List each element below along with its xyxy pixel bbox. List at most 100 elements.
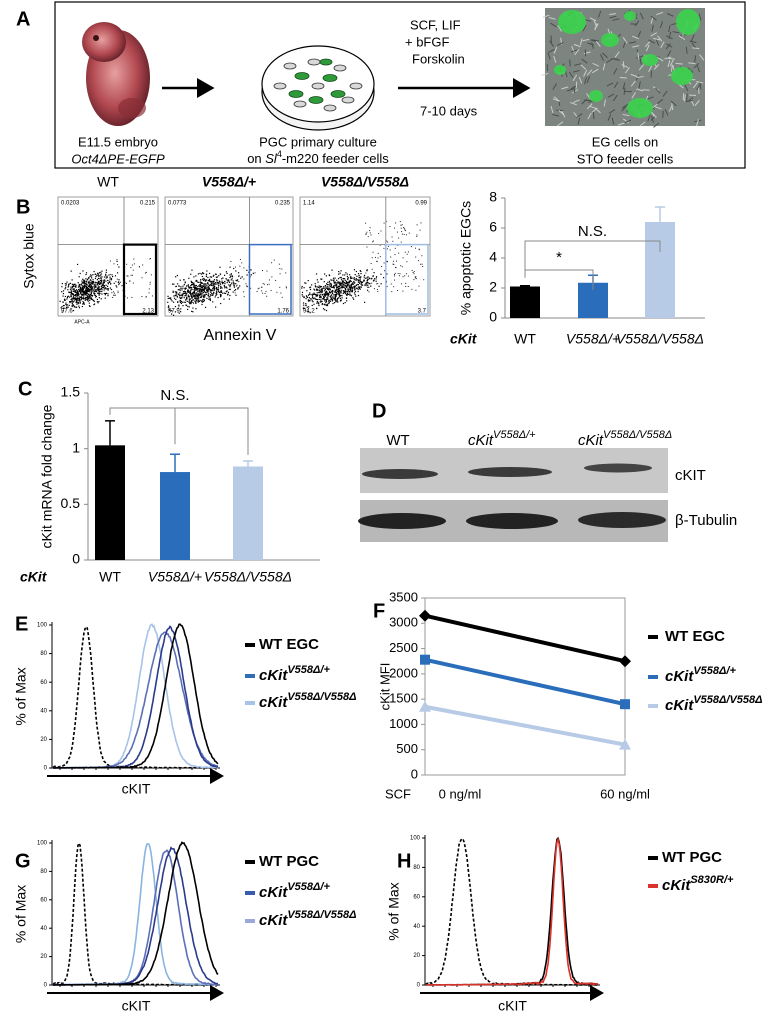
flow-event — [209, 276, 211, 278]
flow-event — [198, 290, 200, 292]
texture — [609, 13, 617, 15]
flow-event — [110, 279, 112, 281]
flow-event — [68, 283, 70, 286]
flow-event — [100, 288, 102, 290]
flow-event — [230, 275, 232, 278]
texture — [592, 111, 595, 120]
flow-event — [110, 277, 112, 280]
flow-event — [342, 292, 344, 295]
flow-event — [86, 280, 88, 282]
flow-event — [357, 284, 359, 286]
flow-event — [218, 275, 220, 277]
lane-name: cKit — [578, 432, 604, 449]
flow-event — [400, 227, 402, 229]
lane-label: WT — [386, 432, 409, 449]
flow-event — [92, 286, 94, 288]
flow-event — [174, 311, 177, 313]
flow-event — [366, 289, 369, 291]
x-prefix: SCF — [385, 786, 411, 801]
flow-event — [353, 286, 356, 288]
flow-event — [196, 287, 198, 289]
flow-event — [76, 297, 78, 299]
flow-event — [243, 296, 245, 298]
flow-event — [116, 259, 118, 261]
flow-event — [78, 305, 80, 307]
flow-event — [62, 307, 64, 309]
flow-event — [121, 285, 123, 287]
flow-event — [187, 289, 189, 291]
flow-event — [309, 288, 312, 291]
flow-event — [76, 263, 79, 266]
flow-event — [81, 305, 84, 308]
flow-event — [359, 286, 361, 288]
flow-event — [322, 308, 325, 310]
flow-event — [83, 303, 85, 305]
flow-event — [342, 281, 344, 283]
flow-event — [340, 283, 342, 285]
flow-event — [190, 289, 192, 292]
flow-event — [65, 302, 67, 304]
flow-event — [172, 291, 174, 293]
flow-event — [268, 283, 270, 285]
flow-event — [184, 281, 186, 283]
flow-event — [106, 285, 109, 288]
flow-event — [83, 301, 85, 304]
quadrant-value: 0.99 — [415, 201, 427, 207]
flow-event — [86, 289, 89, 291]
flow-event — [198, 300, 200, 302]
flow-event — [346, 300, 348, 302]
label-main: cKit — [665, 668, 694, 685]
flow-event — [245, 283, 247, 285]
flow-event — [76, 291, 79, 293]
flow-event — [179, 296, 181, 298]
label-sup: V558Δ/V558Δ — [693, 694, 762, 706]
flow-event — [241, 276, 243, 278]
annotation: N.S. — [160, 387, 189, 404]
flow-event — [415, 276, 417, 278]
flow-event — [379, 256, 381, 258]
flow-event — [354, 290, 357, 293]
flow-event — [176, 296, 178, 298]
flow-event — [177, 293, 179, 295]
flow-event — [109, 281, 111, 283]
flow-event — [349, 294, 352, 296]
flow-event — [257, 288, 259, 290]
flow-event — [206, 283, 208, 285]
flow-event — [210, 284, 212, 286]
flow-event — [321, 303, 324, 305]
flow-event — [231, 276, 234, 278]
texture — [684, 84, 689, 92]
flow-event — [175, 294, 177, 296]
condition: 7-10 days — [420, 103, 478, 118]
flow-event — [393, 274, 395, 276]
flow-event — [364, 284, 366, 286]
flow-event — [89, 299, 91, 301]
flow-event — [327, 294, 329, 296]
flow-event — [73, 284, 76, 286]
flow-event — [318, 298, 320, 300]
flow-event — [64, 288, 66, 290]
flow-event — [72, 288, 74, 290]
flow-event — [184, 291, 186, 293]
flow-event — [82, 290, 85, 293]
flow-event — [75, 306, 77, 308]
flow-event — [334, 298, 336, 300]
flow-event — [69, 301, 71, 304]
flow-event — [184, 301, 186, 304]
flow-event — [63, 299, 66, 301]
flow-event — [415, 278, 417, 280]
flow-event — [403, 233, 405, 235]
flow-event — [184, 282, 186, 284]
texture — [683, 94, 686, 102]
flow-event — [207, 288, 210, 290]
flow-event — [192, 302, 195, 304]
flow-event — [63, 304, 65, 307]
flow-event — [87, 288, 89, 290]
flow-event — [73, 289, 75, 291]
flow-event — [376, 260, 378, 263]
flow-event — [320, 290, 322, 292]
flow-event — [113, 291, 115, 293]
legend-label: WT PGC — [662, 849, 722, 866]
texture — [589, 105, 597, 110]
